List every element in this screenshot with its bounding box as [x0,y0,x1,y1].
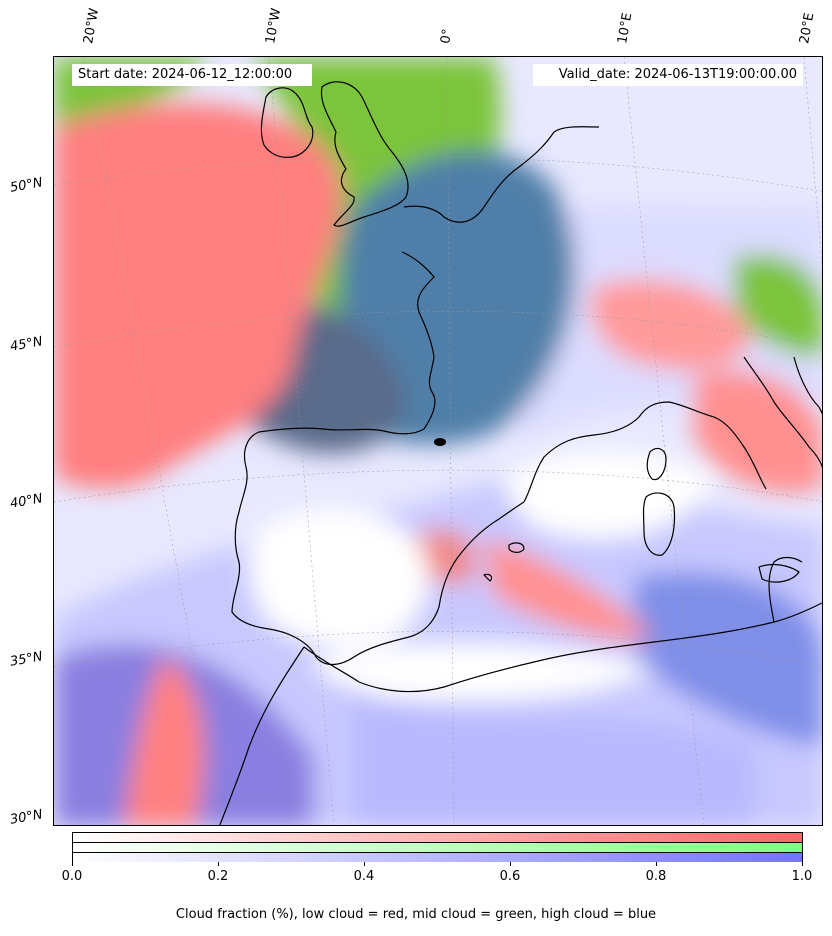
lon-label-10w: 10°W [263,7,285,46]
colorbar-ticklabel: 1.0 [791,869,813,884]
lon-label-0: 0° [438,27,456,45]
colorbar [72,832,803,862]
coastlines [219,81,822,825]
valid-date-label: Valid_date: 2024-06-13T19:00:00.00 [533,64,803,86]
colorbar-tick [218,862,219,866]
colorbar-ticklabel: 0.0 [61,869,83,884]
colorbar-caption: Cloud fraction (%), low cloud = red, mid… [175,907,657,922]
colorbar-mid-cloud [73,843,802,852]
colorbar-ticklabel: 0.6 [499,869,521,884]
colorbar-tick [510,862,511,866]
colorbar-tick [656,862,657,866]
colorbar-low-cloud [73,833,802,842]
colorbar-separator [73,842,802,843]
start-date-label: Start date: 2024-06-12_12:00:00 [72,64,312,86]
lon-label-20e: 20°E [797,11,818,45]
cloud-layers [54,57,822,825]
location-marker [434,438,446,446]
lon-label-10e: 10°E [615,11,636,45]
lon-label-20w: 20°W [81,7,103,46]
lat-label-45n: 45°N [8,334,44,355]
colorbar-high-cloud [73,853,802,862]
lat-label-40n: 40°N [8,491,44,512]
lat-label-30n: 30°N [8,807,44,828]
colorbar-tick [802,862,803,866]
cloud-fraction-map [54,57,822,825]
colorbar-tick [364,862,365,866]
colorbar-ticklabel: 0.4 [353,869,375,884]
colorbar-ticklabel: 0.8 [645,869,667,884]
colorbar-tick [72,862,73,866]
colorbar-separator [73,852,802,853]
lat-label-35n: 35°N [8,649,44,670]
colorbar-ticklabel: 0.2 [207,869,229,884]
lat-label-50n: 50°N [8,175,44,196]
graticule [54,57,822,825]
map-panel[interactable] [53,56,823,826]
